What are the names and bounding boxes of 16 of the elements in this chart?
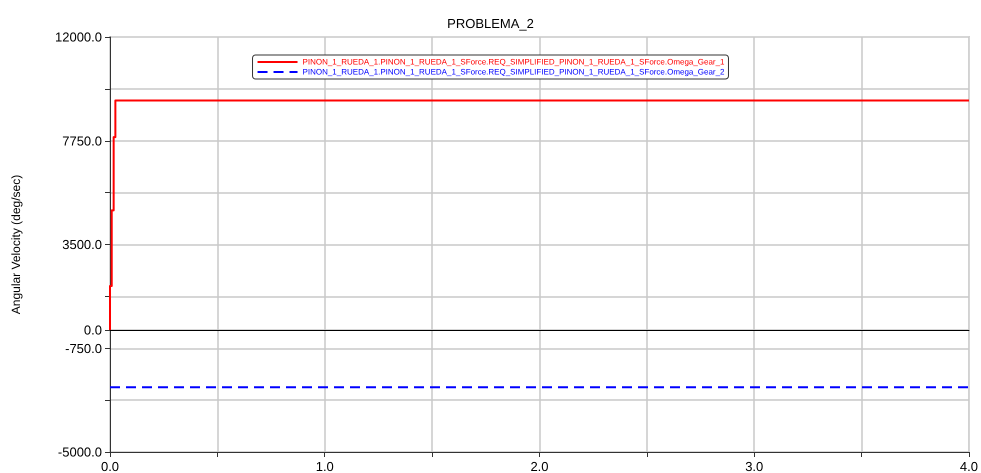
y-tick-label: -5000.0: [58, 444, 102, 460]
y-tick-label: 12000.0: [55, 30, 102, 44]
x-tick-label: 3.0: [745, 459, 764, 473]
x-tick-label: 2.0: [530, 459, 549, 473]
line-series: [109, 99, 970, 331]
y-axis-title: Angular Velocity (deg/sec): [9, 174, 23, 314]
legend-label: PINON_1_RUEDA_1.PINON_1_RUEDA_1_SForce.REQ_SIMPLIFIED_PINON_1_RUEDA_1_SForce.Omega_Gear_1: [302, 58, 726, 66]
y-tick-label: 3500.0: [62, 237, 102, 252]
y-tick-label: -750.0: [65, 340, 102, 356]
legend-label: PINON_1_RUEDA_1.PINON_1_RUEDA_1_SForce.REQ_SIMPLIFIED_PINON_1_RUEDA_1_SForce.Omega_Gear_2: [302, 68, 726, 76]
chart-title: PROBLEMA_2: [447, 16, 534, 31]
x-tick-label: 0.0: [100, 459, 120, 473]
y-tick-label: 7750.0: [62, 133, 102, 148]
x-tick-label: 1.0: [316, 459, 334, 473]
y-tick-label: 0.0: [84, 322, 102, 338]
x-tick-label: 4.0: [960, 459, 978, 473]
